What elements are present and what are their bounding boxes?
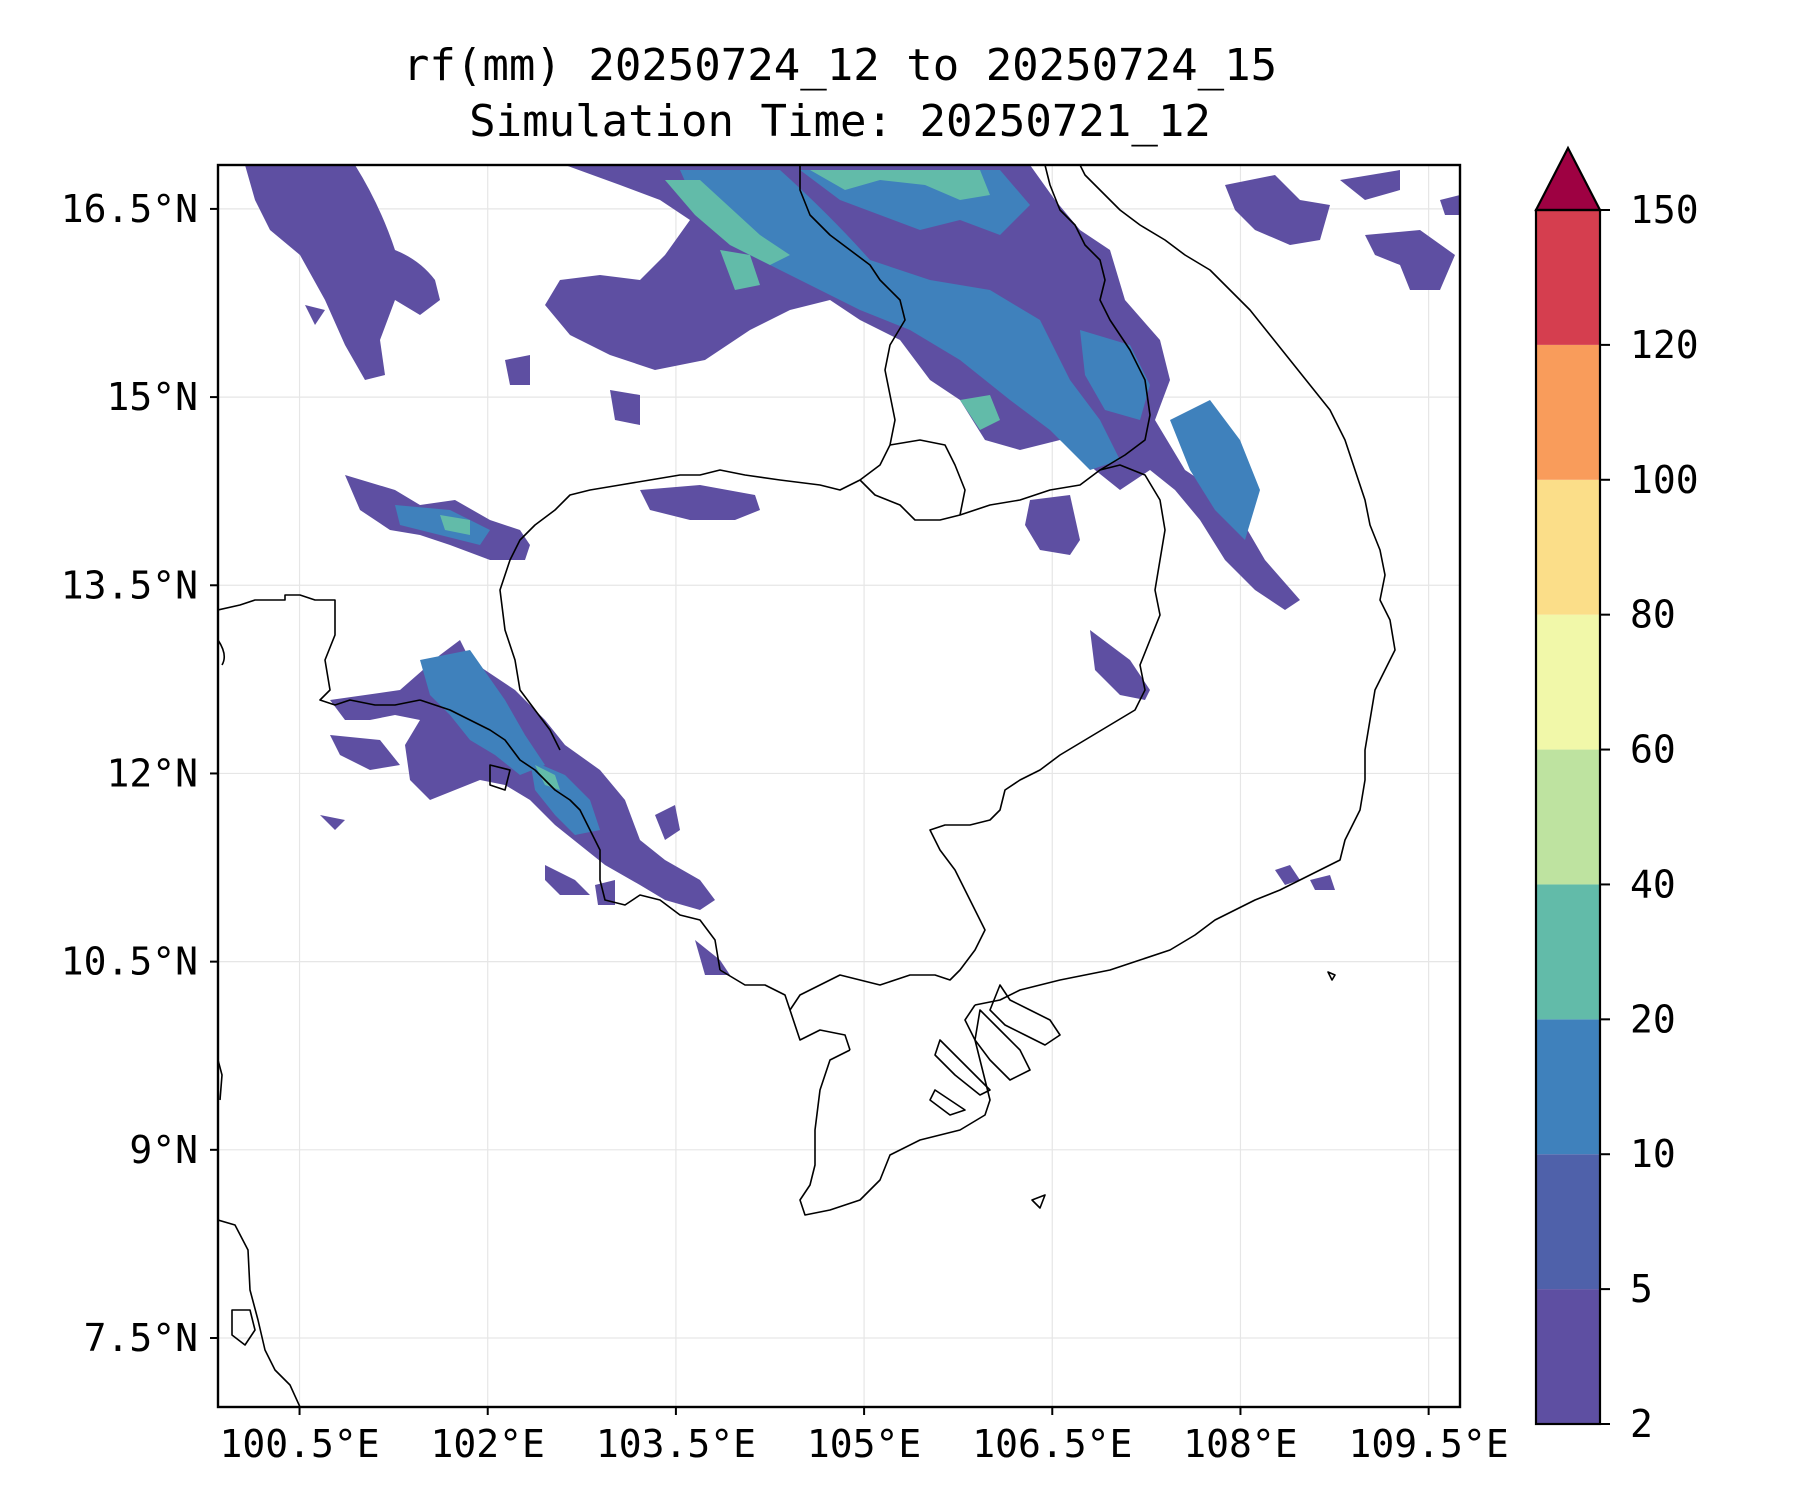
colorbar: 2 5 10 20 40 60 80 100 120 150	[1534, 145, 1699, 1446]
colorbar-segment	[1536, 479, 1600, 615]
delta-island	[974, 1009, 1031, 1081]
coastlines-and-borders	[218, 165, 1396, 1407]
map-title-line1: rf(mm) 20250724_12 to 20250724_15	[403, 40, 1277, 91]
colorbar-extend-arrow	[1534, 145, 1602, 212]
y-tick-label: 12°N	[106, 751, 198, 795]
delta-island	[934, 1039, 991, 1096]
colorbar-segment	[1536, 344, 1600, 480]
phu-quoc-area-island	[1031, 1194, 1046, 1209]
rain-cell	[1340, 170, 1400, 200]
rain-cell	[1090, 630, 1150, 700]
rain-cell	[1080, 330, 1150, 420]
rain-cell	[1440, 195, 1460, 215]
colorbar-segment	[1536, 884, 1600, 1020]
map-panel: 100.5°E 102°E 103.5°E 105°E 106.5°E 108°E 109.…	[61, 163, 1509, 1466]
x-tick-label: 100.5°E	[219, 1422, 379, 1466]
thai-border	[218, 594, 421, 706]
colorbar-tick-label: 80	[1630, 593, 1676, 637]
y-tick-label: 16.5°N	[61, 187, 198, 231]
rain-cell	[330, 640, 715, 910]
rain-cell	[1025, 495, 1080, 555]
rain-cell	[1310, 875, 1335, 890]
colorbar-segment	[1536, 1289, 1600, 1424]
x-tick-label: 108°E	[1183, 1422, 1297, 1466]
x-tick-label: 103.5°E	[596, 1422, 756, 1466]
colorbar-tick-label: 2	[1630, 1402, 1653, 1446]
colorbar-tick-label: 150	[1630, 188, 1699, 232]
rain-cell	[320, 815, 345, 830]
rain-cell	[1170, 400, 1260, 540]
y-tick-label: 9°N	[129, 1128, 198, 1172]
colorbar-frame	[1534, 208, 1602, 1426]
delta-island	[989, 984, 1061, 1046]
rain-cell	[640, 485, 760, 520]
colorbar-segment	[1536, 614, 1600, 750]
laos-vietnam-border	[1044, 165, 1151, 471]
rain-cell	[330, 735, 400, 770]
rain-cell	[960, 395, 1000, 430]
vietnam-coast	[974, 165, 1396, 1006]
rain-cell	[395, 505, 490, 545]
malay-coast	[218, 1219, 301, 1407]
x-tick-label: 109.5°E	[1349, 1422, 1509, 1466]
map-frame	[216, 163, 1462, 1409]
rain-cell	[1275, 865, 1300, 885]
rain-cell	[505, 355, 530, 385]
rain-cell	[245, 165, 440, 380]
rain-cell	[680, 170, 1120, 470]
rain-cell	[1365, 230, 1455, 290]
koh-kong-island	[489, 764, 511, 791]
con-dao-island	[1327, 971, 1336, 981]
y-axis-ticks: 16.5°N 15°N 13.5°N 12°N 10.5°N 9°N 7.5°N	[61, 187, 218, 1360]
map-title-line2: Simulation Time: 20250721_12	[469, 96, 1211, 147]
colorbar-segment	[1536, 1019, 1600, 1155]
mekong-delta-coast	[799, 1004, 991, 1216]
rain-cell	[420, 650, 545, 775]
x-tick-label: 105°E	[807, 1422, 921, 1466]
colorbar-segment	[1536, 1154, 1600, 1290]
rainfall-field	[245, 165, 1460, 975]
y-tick-label: 10.5°N	[61, 940, 198, 984]
coast-segment	[231, 1309, 256, 1346]
coast-segment	[218, 639, 226, 666]
rain-cell	[535, 765, 560, 790]
cambodia-laos-thai-border	[499, 165, 906, 751]
rain-cell	[720, 250, 760, 290]
x-tick-label: 106.5°E	[972, 1422, 1132, 1466]
colorbar-tick-label: 10	[1630, 1132, 1676, 1176]
colorbar-tick-label: 40	[1630, 862, 1676, 906]
delta-island	[929, 1089, 966, 1116]
rain-cell	[440, 515, 470, 535]
rain-cell	[810, 170, 990, 200]
colorbar-tick-label: 100	[1630, 458, 1699, 502]
rain-cell	[655, 805, 680, 840]
y-tick-label: 15°N	[106, 375, 198, 419]
colorbar-tick-label: 20	[1630, 997, 1676, 1041]
x-tick-label: 102°E	[431, 1422, 545, 1466]
rain-cell	[545, 865, 590, 895]
y-tick-label: 7.5°N	[84, 1316, 198, 1360]
rain-cell	[695, 940, 730, 975]
x-axis-ticks: 100.5°E 102°E 103.5°E 105°E 106.5°E 108°E 109.…	[219, 1407, 1509, 1466]
map-background	[218, 165, 1460, 1407]
colorbar-tick-label: 5	[1630, 1267, 1653, 1311]
colorbar-tick-label: 120	[1630, 323, 1699, 367]
colorbar-tick-label: 60	[1630, 728, 1676, 772]
rain-cell	[665, 180, 790, 265]
colorbar-segment	[1536, 210, 1600, 345]
rain-cell	[610, 390, 640, 425]
cambodia-vietnam-border	[789, 464, 1166, 1011]
colorbar-segment	[1536, 749, 1600, 885]
rain-cell	[1225, 175, 1330, 245]
gulf-coast	[419, 699, 721, 971]
rain-cell	[305, 305, 325, 325]
coast-segment	[218, 1059, 223, 1101]
rain-cell	[595, 880, 615, 905]
y-tick-label: 13.5°N	[61, 563, 198, 607]
